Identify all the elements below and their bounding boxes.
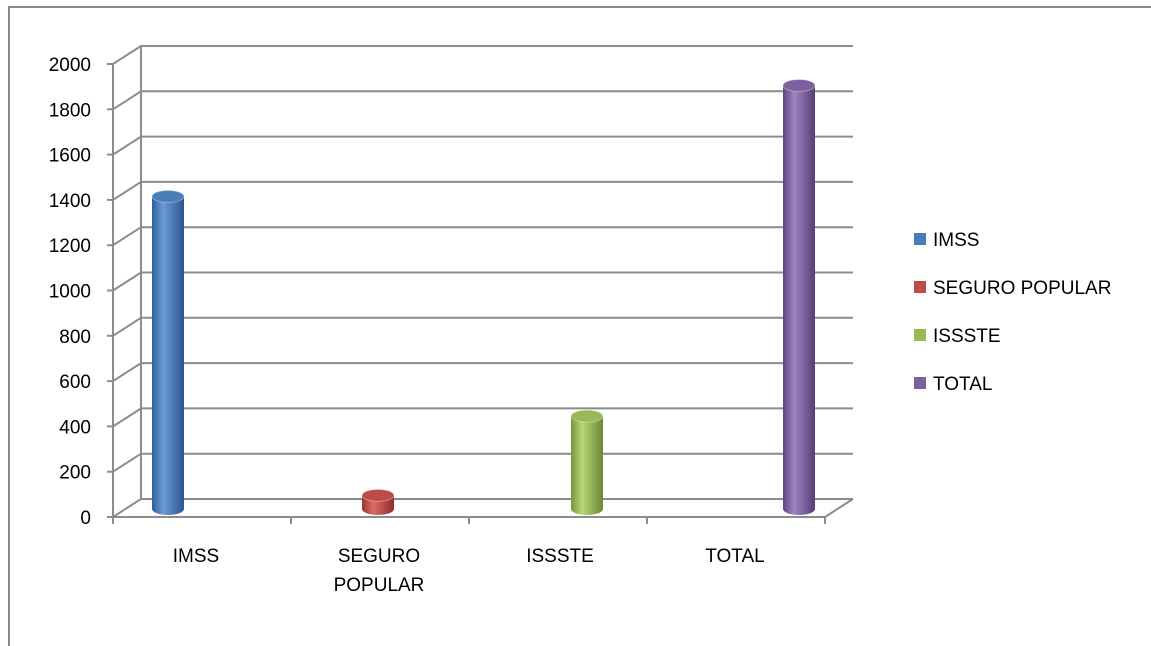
bar-issste — [570, 409, 604, 515]
y-tick-label: 1200 — [49, 236, 91, 257]
legend-label: TOTAL — [933, 374, 992, 395]
gridline — [112, 90, 853, 111]
y-tick-label: 400 — [59, 417, 91, 438]
legend-swatch — [914, 233, 926, 245]
gridline — [112, 407, 853, 428]
y-tick-label: 600 — [59, 372, 91, 393]
bar-body — [783, 85, 815, 515]
legend-swatch — [914, 281, 926, 293]
chart-frame — [8, 6, 1151, 646]
bar-seguro-popular — [361, 488, 395, 515]
legend-label: ISSSTE — [933, 326, 1001, 347]
x-category-label: ISSSTE — [526, 546, 594, 567]
gridline — [112, 316, 853, 337]
bar-top — [361, 488, 395, 502]
y-tick-label: 200 — [59, 463, 91, 484]
legend-label: SEGURO POPULAR — [933, 278, 1111, 299]
y-tick-label: 2000 — [49, 55, 91, 76]
floor-side-edge — [824, 498, 854, 518]
x-axis-labels: IMSS SEGURO POPULAR ISSSTE TOTAL — [173, 546, 765, 596]
y-tick-label: 1400 — [49, 191, 91, 212]
x-category-label: TOTAL — [705, 546, 764, 567]
legend-swatch — [914, 377, 926, 389]
y-tick-label: 1000 — [49, 282, 91, 303]
x-category-label: IMSS — [173, 546, 219, 567]
y-tick-label: 1600 — [49, 146, 91, 167]
gridline — [112, 452, 853, 473]
bar-imss — [151, 189, 185, 515]
bar-body — [152, 196, 184, 515]
x-category-label: SEGURO — [338, 546, 420, 567]
gridline — [112, 362, 853, 382]
gridline — [112, 180, 853, 201]
legend-item: SEGURO POPULAR — [914, 278, 1111, 299]
y-tick-label: 1800 — [49, 100, 91, 121]
gridline — [112, 135, 853, 156]
bar-top — [151, 189, 185, 203]
bar-body — [571, 416, 603, 515]
bar-top — [570, 409, 604, 423]
bar-chart: 0 200 400 600 800 1000 1200 1400 1600 1800 2000 IM… — [49, 45, 1111, 596]
legend-label: IMSS — [933, 230, 979, 251]
legend: IMSS SEGURO POPULAR ISSSTE TOTAL — [914, 230, 1111, 395]
gridlines — [112, 45, 853, 518]
y-tick-label: 0 — [80, 508, 91, 529]
legend-item: ISSSTE — [914, 326, 1001, 347]
legend-item: TOTAL — [914, 374, 992, 395]
gridline — [112, 226, 853, 247]
x-category-label: POPULAR — [334, 575, 425, 596]
bar-total — [782, 78, 816, 515]
gridline — [112, 45, 853, 65]
y-tick-label: 800 — [59, 327, 91, 348]
gridline — [112, 498, 853, 518]
legend-item: IMSS — [914, 230, 979, 251]
axes — [112, 46, 854, 524]
bars — [151, 78, 816, 515]
bar-top — [782, 78, 816, 92]
y-axis-ticks: 0 200 400 600 800 1000 1200 1400 1600 1800 2000 — [49, 55, 113, 529]
gridline — [112, 271, 853, 292]
legend-swatch — [914, 329, 926, 341]
